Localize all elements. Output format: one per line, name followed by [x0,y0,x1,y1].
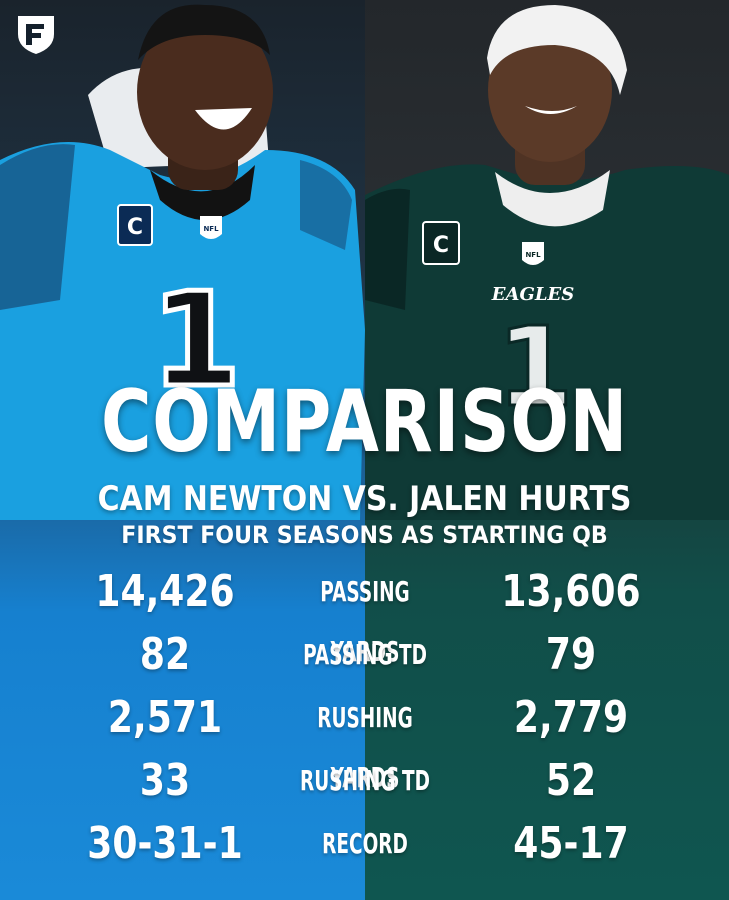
stat-label-passing-yards: PASSING YARDS [320,575,410,668]
stat-label-rushing-td: RUSHING TD [300,764,430,797]
hurts-passing-yards: 13,606 [501,566,641,617]
cam-newton-nfl-label: NFL [203,225,219,233]
cam-newton-smile [195,108,252,130]
cam-newton-shoulder-trim [0,144,75,310]
newton-record: 30-31-1 [87,818,243,869]
hurts-rushing-yards: 2,779 [513,692,629,743]
cam-newton-photo: C NFL 1 [0,4,365,520]
stat-row-passing-td: 82 PASSING TD 79 [0,625,729,688]
jalen-hurts-face [488,18,612,162]
stat-row-rushing-yards: 2,571 RUSHING YARDS 2,779 [0,688,729,794]
cam-newton-captain-patch [117,204,153,246]
hurts-rushing-td: 52 [545,755,597,806]
stats-table: 14,426 PASSING YARDS 13,606 82 PASSING T… [0,562,729,877]
cam-newton-collar [150,165,255,220]
jalen-hurts-captain-letter: C [433,233,449,258]
hurts-passing-td: 79 [545,629,597,680]
fanduel-shield-icon [18,16,54,54]
cam-newton-jersey-number: 1 [151,264,241,416]
jalen-hurts-arm-shadow [365,188,410,310]
jalen-hurts-photo: C NFL EAGLES 1 [365,5,729,520]
stat-label-record: RECORD [322,827,408,860]
seasons-subtitle: FIRST FOUR SEASONS AS STARTING QB [121,521,608,549]
cam-newton-jersey [0,142,365,520]
stat-row-record: 30-31-1 RECORD 45-17 [0,814,729,877]
jalen-hurts-undershirt [495,170,610,227]
comparison-title: COMPARISON [100,372,628,472]
cam-newton-captain-letter: C [127,215,143,240]
stat-label-rushing-yards: RUSHING YARDS [317,701,413,794]
stat-row-passing-yards: 14,426 PASSING YARDS 13,606 [0,562,729,668]
cam-newton-nfl-shield-icon [200,216,222,239]
matchup-subtitle: CAM NEWTON VS. JALEN HURTS [97,479,632,519]
jalen-hurts-captain-patch [422,221,460,265]
newton-rushing-yards: 2,571 [107,692,223,743]
jalen-hurts-teeth [525,106,577,114]
cam-newton-headwrap [138,4,270,60]
cam-newton-face [137,14,273,170]
jalen-hurts-eagles-wordmark: EAGLES [491,284,574,305]
newton-passing-td: 82 [139,629,191,680]
newton-passing-yards: 14,426 [95,566,235,617]
jalen-hurts-jersey-number: 1 [497,303,574,431]
jalen-hurts-nfl-shield-icon [522,242,544,265]
jalen-hurts-nfl-label: NFL [525,251,541,259]
newton-rushing-td: 33 [139,755,191,806]
stat-row-rushing-td: 33 RUSHING TD 52 [0,751,729,814]
stat-label-passing-td: PASSING TD [303,638,427,671]
jalen-hurts-headband [487,5,627,95]
cam-newton-sleeve-trim [300,160,352,250]
hurts-record: 45-17 [513,818,629,869]
